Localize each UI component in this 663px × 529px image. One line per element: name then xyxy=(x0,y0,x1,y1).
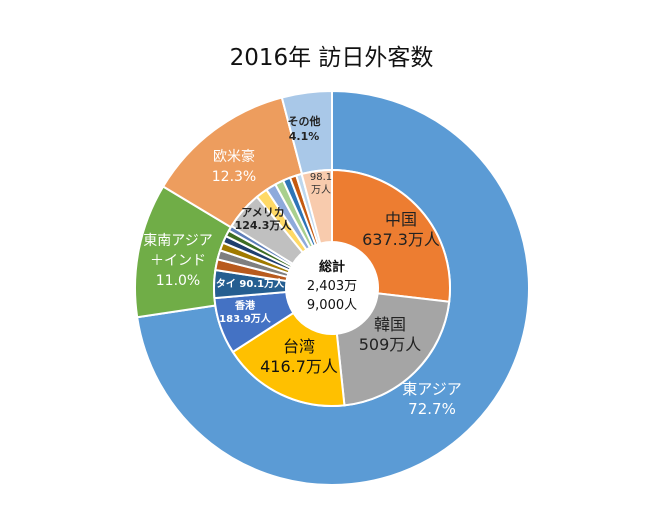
inner-ring xyxy=(213,168,451,407)
center-total-label: 総計 2,403万 9,000人 xyxy=(307,259,357,313)
inner-slice-中国 xyxy=(331,168,451,303)
inner-label-韓国: 韓国 509万人 xyxy=(359,315,422,354)
inner-slice-台湾 xyxy=(231,311,346,407)
outer-label-東アジア: 東アジア 72.7% xyxy=(402,380,461,418)
inner-label-香港: 香港 183.9万人 xyxy=(219,299,272,325)
inner-label-タイ: タイ 90.1万人 xyxy=(216,277,285,290)
inner-label-アメリカ: アメリカ 124.3万人 xyxy=(235,206,293,232)
inner-label-中国: 中国 637.3万人 xyxy=(362,210,440,249)
inner-slice-韓国 xyxy=(335,292,451,407)
center-hole xyxy=(288,244,376,332)
center-total: 総計 2,403万 9,000人 xyxy=(288,244,376,332)
outer-label-欧米豪: 欧米豪 12.3% xyxy=(212,149,256,185)
slice-labels: 東アジア 72.7% 東南アジア＋インド 11.0% 欧米豪 12.3% その他 4.1% 中国… xyxy=(143,114,461,418)
outer-label-東南アジア＋インド: 東南アジア＋インド 11.0% xyxy=(143,233,212,289)
inner-label-台湾: 台湾 416.7万人 xyxy=(260,337,338,376)
inner-slice-other-18 xyxy=(300,168,333,245)
inner-label-other-18: 98.1 万人 xyxy=(310,172,332,196)
outer-ring xyxy=(134,89,530,486)
outer-label-その他: その他 4.1% xyxy=(288,114,321,143)
chart-title: 2016年 訪日外客数 xyxy=(229,45,434,71)
